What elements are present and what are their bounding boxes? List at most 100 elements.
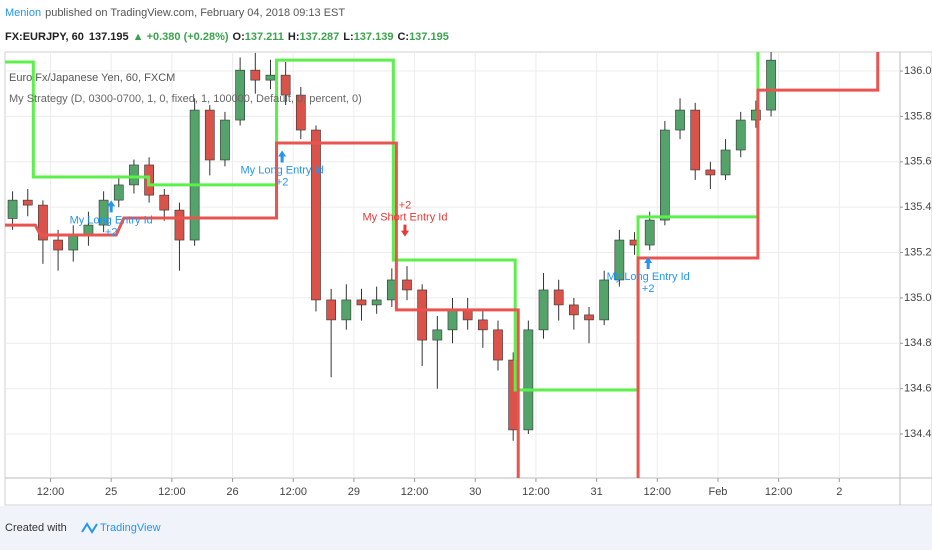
x-tick-label: 2 — [836, 486, 842, 498]
y-tick-label: 135.800 — [904, 110, 932, 122]
candle-body — [614, 239, 625, 281]
x-tick-label: 30 — [469, 486, 481, 498]
plot: My Long Entry Id+2My Long Entry Id+2My S… — [5, 52, 880, 478]
x-tick-label: 12:00 — [37, 486, 65, 498]
candle-body — [493, 329, 503, 361]
x-tick-label: 12:00 — [401, 486, 429, 498]
candle-body — [159, 194, 170, 211]
ohlc-value: 137.287 — [300, 31, 340, 43]
x-tick-label: 31 — [590, 486, 602, 498]
entry-qty: +2 — [105, 226, 118, 238]
grid — [5, 52, 900, 478]
candle-body — [690, 109, 701, 171]
candle-body — [53, 239, 63, 251]
candle-body — [599, 279, 610, 321]
x-tick-label: 29 — [348, 486, 360, 498]
ohlc-value: 137.211 — [245, 31, 284, 43]
candle-body — [280, 74, 291, 96]
x-tick-label: 12:00 — [158, 486, 186, 498]
candle-body — [584, 314, 594, 321]
author[interactable]: Menion — [5, 7, 41, 19]
long-arrow — [107, 200, 116, 213]
x-tick-label: 26 — [226, 486, 238, 498]
entry-label: My Short Entry Id — [362, 212, 447, 224]
last: 137.195 — [89, 31, 129, 43]
candle-body — [371, 299, 382, 306]
entry-qty: +2 — [642, 283, 655, 295]
footer-brand[interactable]: TradingView — [100, 522, 161, 534]
candle-body — [720, 149, 731, 176]
candle-body — [644, 219, 655, 246]
entry-label: My Long Entry Id — [241, 164, 324, 176]
x-tick-label: Feb — [708, 486, 727, 498]
strategy-line — [5, 52, 760, 392]
chart-frame — [4, 51, 932, 506]
candle-body — [7, 199, 18, 219]
y-tick-label: 135.400 — [904, 201, 932, 213]
candle-body — [295, 94, 306, 131]
x-tick-label: 12:00 — [644, 486, 672, 498]
legend-strategy: My Strategy (D, 0300-0700, 1, 0, fixed, … — [9, 93, 362, 105]
candle-body — [660, 129, 670, 221]
y-tick-label: 135.200 — [904, 246, 932, 258]
y-tick-label: 134.600 — [904, 383, 932, 395]
candle-body — [569, 304, 579, 316]
x-tick-label: 12:00 — [765, 486, 793, 498]
candle-body — [204, 109, 215, 161]
candle-body — [311, 129, 321, 301]
candle-body — [113, 184, 124, 201]
candle-body — [98, 199, 109, 226]
candle-body — [189, 109, 200, 241]
candle-body — [523, 329, 534, 431]
short-arrow — [400, 224, 409, 237]
candle-body — [705, 169, 716, 176]
footer — [0, 506, 932, 550]
long-arrow — [644, 257, 653, 270]
strategy-line — [5, 52, 880, 478]
candle-body — [220, 119, 230, 161]
candle-body — [417, 289, 428, 341]
header-line: Menion published on TradingView.com, Febr… — [5, 7, 345, 19]
legend-symbol: Euro Fx/Japanese Yen, 60, FXCM — [9, 72, 175, 84]
entry-qty: +2 — [276, 176, 289, 188]
candle-body — [22, 199, 33, 206]
entry-qty: +2 — [399, 200, 412, 212]
candle-body — [735, 119, 746, 151]
footer-created: Created with — [5, 522, 67, 534]
brand-logo — [81, 522, 98, 534]
candle-body — [553, 289, 564, 306]
candle-body — [447, 309, 458, 331]
ohlc-label: O: — [233, 31, 245, 43]
x-tick-label: 12:00 — [279, 486, 307, 498]
change: ▲ +0.380 (+0.28%) — [133, 31, 229, 43]
candle-body — [675, 109, 685, 131]
ohlc-label: C: — [397, 31, 409, 43]
candle-body — [766, 59, 776, 111]
candle-body — [38, 204, 48, 241]
y-tick-label: 134.800 — [904, 337, 932, 349]
y-tick-label: 135.600 — [904, 156, 932, 168]
entry-label: My Long Entry Id — [607, 271, 690, 283]
candle-body — [250, 69, 261, 81]
published: published on TradingView.com, February 0… — [45, 7, 345, 19]
candle-body — [265, 74, 276, 81]
entry-label: My Long Entry Id — [70, 214, 153, 226]
symbol: FX:EURJPY, 60 — [5, 31, 84, 43]
long-arrow — [278, 150, 287, 163]
candle-body — [341, 299, 352, 321]
candle-body — [235, 69, 245, 121]
candle-body — [432, 329, 443, 341]
y-tick-label: 135.000 — [904, 292, 932, 304]
x-tick-label: 25 — [105, 486, 117, 498]
candle-body — [129, 164, 139, 186]
candle-body — [174, 209, 185, 241]
candle-body — [477, 319, 488, 331]
ohlc-value: 137.195 — [409, 31, 449, 43]
x-tick-label: 12:00 — [522, 486, 550, 498]
symbol-line: FX:EURJPY, 60 137.195 ▲ +0.380 (+0.28%) O:1… — [5, 31, 449, 43]
ohlc-value: 137.139 — [354, 31, 394, 43]
y-tick-label: 136.000 — [904, 65, 932, 77]
candle-body — [402, 279, 412, 291]
